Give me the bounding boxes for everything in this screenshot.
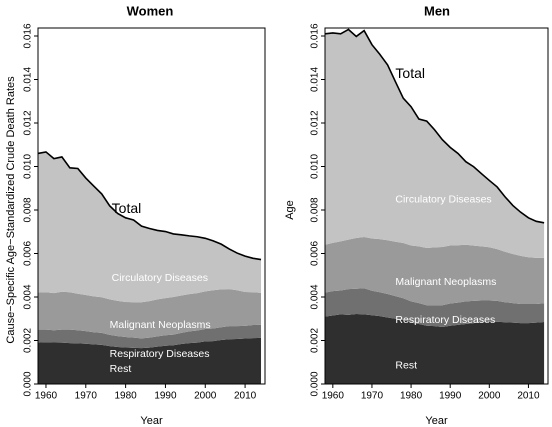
y-tick-label: 0.016 [23,23,34,48]
y-tick-label: 0.016 [310,23,321,48]
total-annotation: Total [112,200,142,216]
y-tick-label: 0.006 [310,241,321,266]
area-malignant-neoplasms [38,289,262,339]
plot-frame [324,27,549,385]
y-tick-label: 0.004 [310,284,321,309]
area-circulatory-diseases [325,29,545,258]
region-annotation: Circulatory Diseases [395,194,491,206]
x-tick-label: 1970 [75,391,98,402]
y-tick-label: 0.002 [23,328,34,353]
region-annotation: Respiratory Diseases [395,314,495,326]
panel-women: Women 1960 1970 1980 1990 2000 2010 0.000 0.002 0… [5,4,266,427]
region-annotation: Malignant Neoplasms [395,276,496,288]
plot-frame [37,27,266,385]
x-tick-label: 1980 [114,391,137,402]
y-axis-label: Age [284,200,296,220]
y-tick-label: 0.008 [310,197,321,222]
region-annotation: Rest [395,360,417,372]
y-tick-label: 0.002 [310,328,321,353]
total-line [324,28,545,224]
x-tick-label: 1960 [35,391,58,402]
x-tick-label: 1980 [400,391,423,402]
total-line [37,151,262,261]
panel-title: Women [127,4,174,19]
y-axis-label: Cause−Specific Age−Standardized Crude De… [5,76,17,344]
y-tick-label: 0.012 [310,110,321,135]
region-annotation: Rest [110,363,132,375]
x-tick-label: 1990 [439,391,462,402]
area-malignant-neoplasms [325,236,545,306]
x-tick-label: 2010 [234,391,257,402]
area-circulatory-diseases [38,151,262,303]
region-annotation: Circulatory Diseases [112,272,208,284]
y-tick-label: 0.000 [310,371,321,396]
total-annotation: Total [395,65,425,81]
area-rest [38,337,262,384]
area-rest [325,313,545,384]
y-tick-label: 0.014 [23,67,34,92]
panel-men: Men 1960 1970 1980 1990 2000 2010 0.000 0.002 0.0… [284,4,549,427]
region-annotation: Respiratory Diseases [110,348,210,360]
x-axis-label: Year [140,415,163,427]
region-annotation: Malignant Neoplasms [110,319,211,331]
y-tick-label: 0.010 [23,154,34,179]
y-tick-label: 0.010 [310,154,321,179]
area-respiratory-diseases [38,324,262,349]
panel-title: Men [424,4,450,19]
x-axis-label: Year [425,415,448,427]
x-tick-label: 2010 [517,391,540,402]
y-tick-label: 0.012 [23,110,34,135]
x-tick-label: 2000 [478,391,501,402]
x-tick-label: 1960 [322,391,345,402]
x-tick-label: 1990 [154,391,177,402]
y-tick-label: 0.006 [23,241,34,266]
y-tick-label: 0.000 [23,371,34,396]
y-tick-label: 0.004 [23,284,34,309]
area-respiratory-diseases [325,288,545,328]
x-tick-label: 2000 [194,391,217,402]
y-tick-label: 0.008 [23,197,34,222]
x-tick-label: 1970 [361,391,384,402]
y-tick-label: 0.014 [310,67,321,92]
